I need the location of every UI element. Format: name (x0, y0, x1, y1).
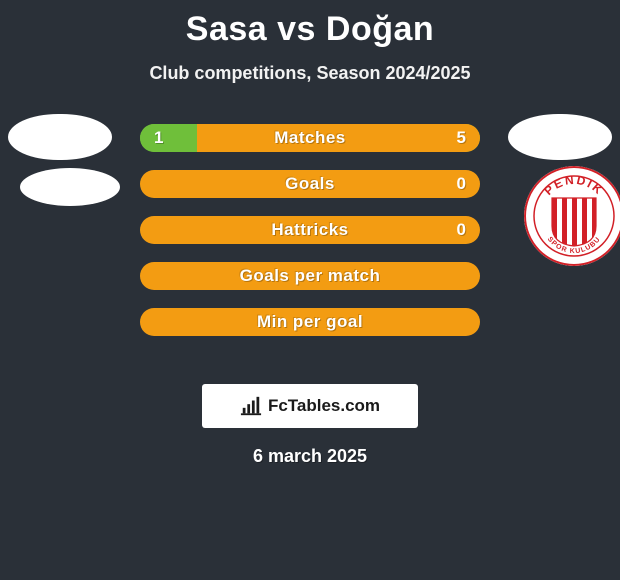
stat-bar-value-left: 1 (154, 124, 163, 152)
club-badge-right: PENDIK SPOR KULUBU (524, 166, 620, 266)
watermark: FcTables.com (202, 384, 418, 428)
bar-chart-icon (240, 395, 262, 417)
stat-bar-row: Min per goal (140, 308, 480, 336)
stat-bar-value-right: 5 (457, 124, 466, 152)
avatar-player-left-top (8, 114, 112, 160)
page-subtitle: Club competitions, Season 2024/2025 (0, 63, 620, 84)
stat-bar-row: Matches1 5 (140, 124, 480, 152)
stat-bar-row: Goals0 (140, 170, 480, 198)
stat-bar-label: Matches (140, 124, 480, 152)
stat-bar-label: Goals (140, 170, 480, 198)
stat-bar-row: Goals per match (140, 262, 480, 290)
avatar-player-right-top (508, 114, 612, 160)
stat-bar-label: Hattricks (140, 216, 480, 244)
stat-bar-row: Hattricks0 (140, 216, 480, 244)
stat-bar-label: Min per goal (140, 308, 480, 336)
page-title: Sasa vs Doğan (0, 0, 620, 49)
watermark-text: FcTables.com (268, 396, 380, 416)
stat-bar-value-right: 0 (457, 170, 466, 198)
stat-bar-value-right: 0 (457, 216, 466, 244)
avatar-player-left-bottom (20, 168, 120, 206)
stat-bar-label: Goals per match (140, 262, 480, 290)
chart-area: PENDIK SPOR KULUBU Matches15Goals0Hattri… (0, 106, 620, 366)
pendik-badge-icon: PENDIK SPOR KULUBU (524, 166, 620, 266)
chart-date: 6 march 2025 (0, 446, 620, 467)
